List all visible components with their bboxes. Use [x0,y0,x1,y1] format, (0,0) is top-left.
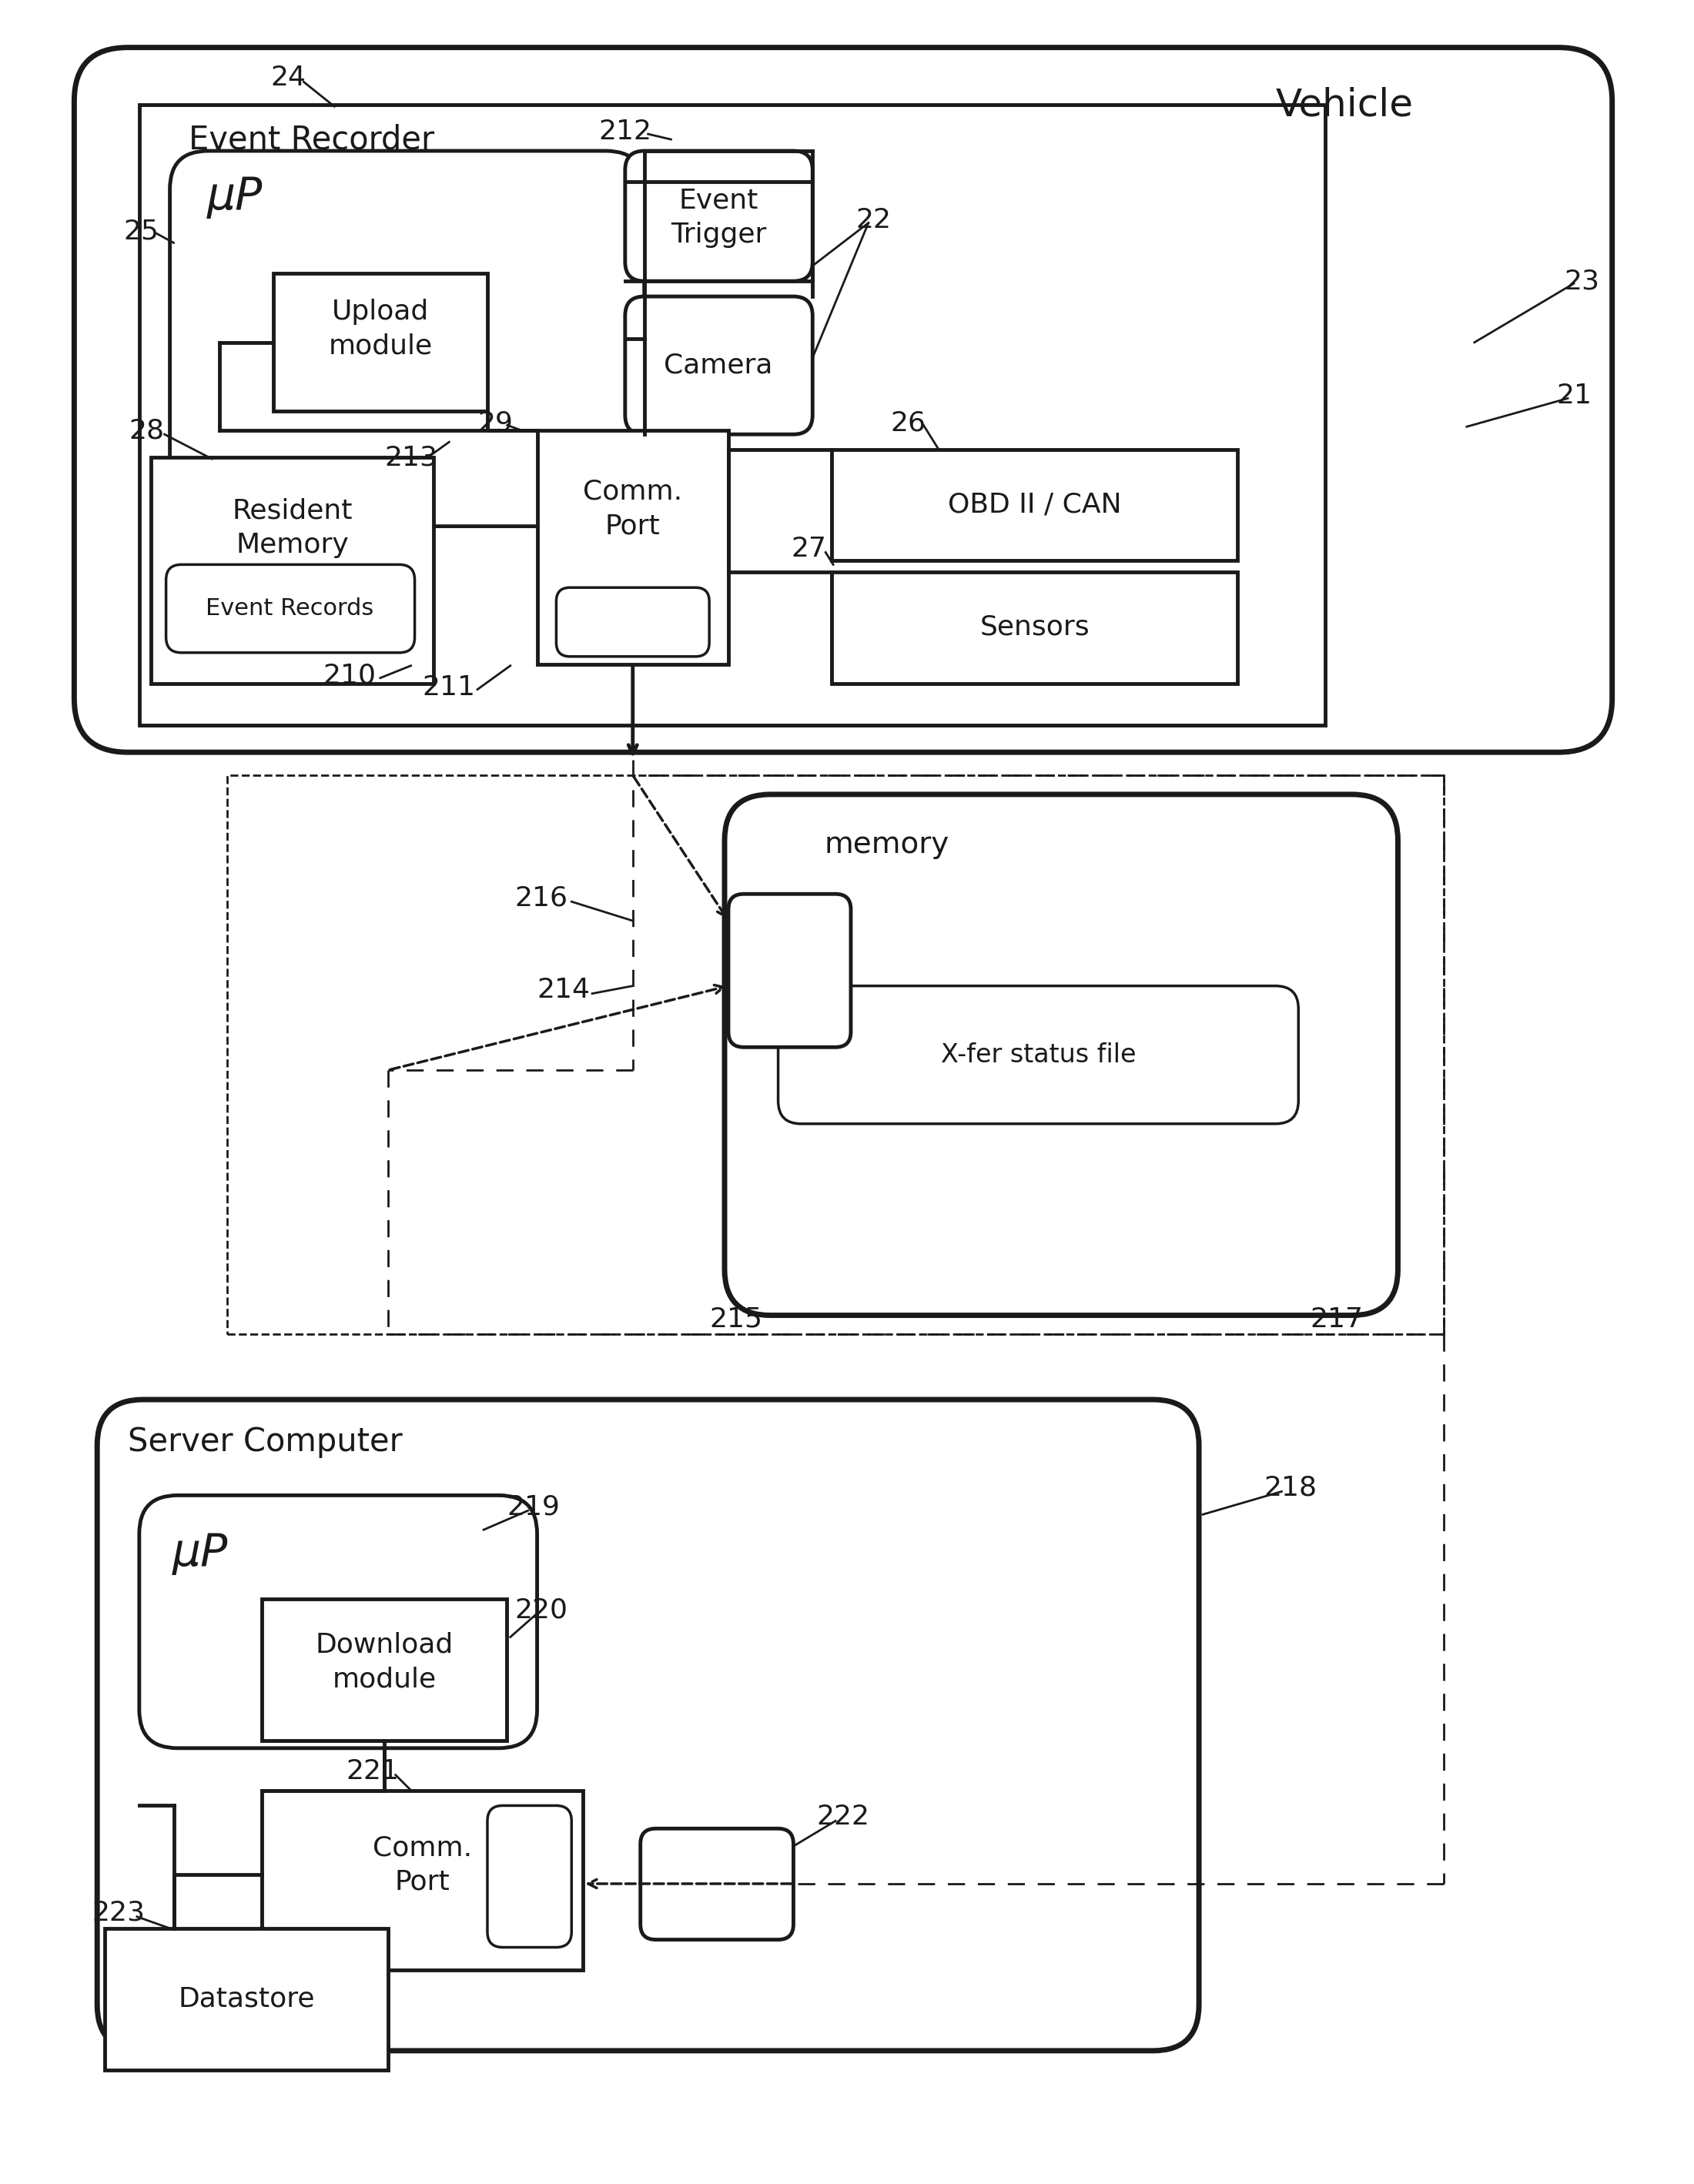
Text: 23: 23 [1564,269,1599,295]
Bar [139,105,1325,725]
Text: memory: memory [823,830,949,858]
Text: 220: 220 [515,1597,567,1623]
Text: 223: 223 [91,1900,146,1926]
Text: 29: 29 [478,411,513,437]
FancyBboxPatch shape [166,566,415,653]
Text: Comm.: Comm. [373,1835,473,1861]
Text: 213: 213 [385,443,437,470]
Text: 27: 27 [791,535,827,561]
FancyBboxPatch shape [488,1806,571,1948]
Text: 221: 221 [346,1758,400,1784]
Text: 212: 212 [598,118,652,144]
Text: Port: Port [395,1870,451,1896]
Text: Datastore: Datastore [178,1985,315,2011]
Text: 216: 216 [515,885,567,911]
Text: Port: Port [605,513,661,539]
FancyBboxPatch shape [75,48,1613,751]
Text: μP: μP [207,175,263,218]
Text: module: module [332,1666,435,1693]
Text: Resident: Resident [232,498,352,524]
Text: module: module [329,334,432,360]
Text: Upload: Upload [332,299,429,325]
Text: Event: Event [679,188,759,214]
Text: 215: 215 [710,1306,762,1332]
Text: 22: 22 [855,207,891,234]
Bar [832,572,1237,684]
FancyBboxPatch shape [725,795,1398,1315]
Text: 218: 218 [1264,1474,1318,1500]
Text: 211: 211 [422,675,476,701]
Text: Memory: Memory [235,533,349,559]
Text: X-fer status file: X-fer status file [940,1042,1137,1068]
Bar [273,273,488,411]
FancyBboxPatch shape [556,587,710,657]
Text: 26: 26 [891,411,927,437]
Text: Sensors: Sensors [979,614,1089,640]
Text: Vehicle: Vehicle [1276,87,1413,124]
Text: Event Recorder: Event Recorder [188,122,434,155]
FancyBboxPatch shape [778,985,1298,1125]
Text: 222: 222 [817,1804,869,1830]
Bar [261,1791,583,1970]
Bar [832,450,1237,561]
Text: 24: 24 [271,66,307,92]
FancyBboxPatch shape [169,151,644,526]
FancyBboxPatch shape [728,893,850,1046]
FancyBboxPatch shape [97,1400,1199,2051]
Bar [105,1928,388,2070]
Bar [261,1599,507,1741]
Text: OBD II / CAN: OBD II / CAN [947,491,1121,518]
Text: 25: 25 [124,218,159,245]
Text: Server Computer: Server Computer [129,1426,403,1459]
Text: Download: Download [315,1631,452,1658]
Text: 210: 210 [324,662,376,688]
Text: μP: μP [173,1531,229,1575]
Bar [537,430,728,664]
Text: 21: 21 [1557,382,1592,408]
Bar [151,456,434,684]
Text: 219: 219 [507,1494,559,1520]
Text: 28: 28 [129,417,164,443]
Text: Trigger: Trigger [671,223,766,249]
Text: 217: 217 [1309,1306,1364,1332]
Text: 214: 214 [537,976,591,1002]
Text: Event Records: Event Records [207,596,374,620]
FancyBboxPatch shape [625,297,813,435]
Text: Camera: Camera [664,352,772,378]
FancyBboxPatch shape [625,151,813,282]
Bar [227,775,1443,1334]
Text: Comm.: Comm. [583,478,683,505]
FancyBboxPatch shape [139,1496,537,1747]
FancyBboxPatch shape [640,1828,793,1939]
